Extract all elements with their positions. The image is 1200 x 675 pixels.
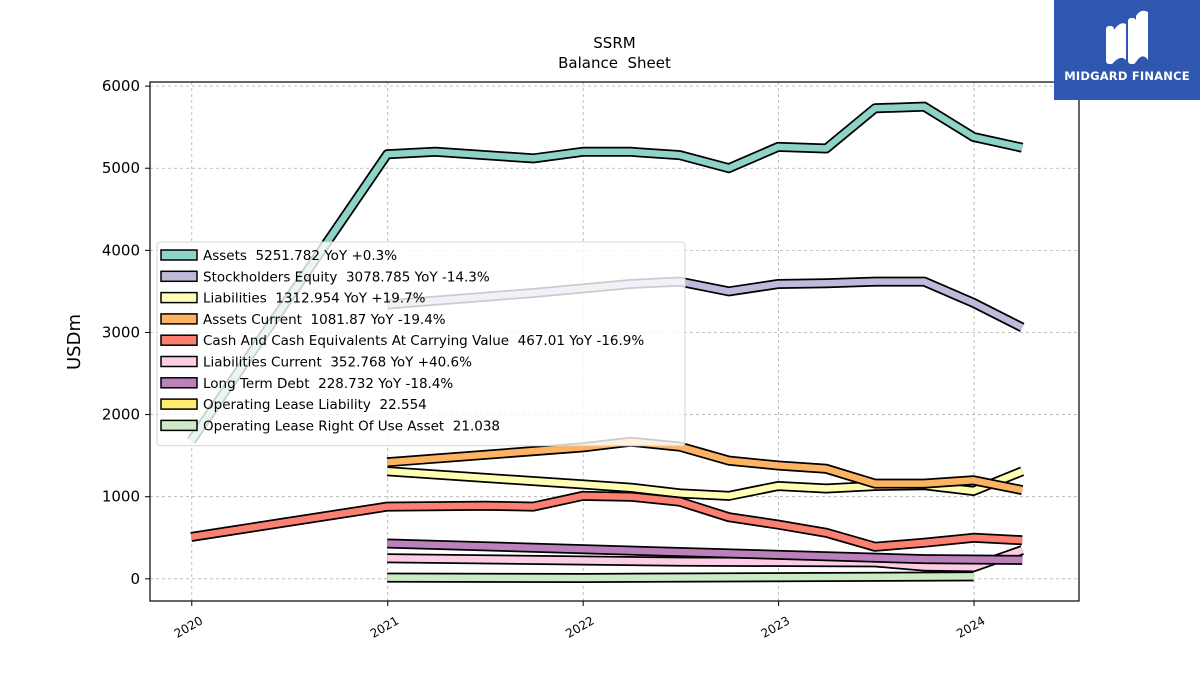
brand-name: MIDGARD FINANCE [1064,69,1190,83]
legend-swatch [160,419,198,432]
x-tick-label: 2020 [172,613,205,640]
y-tick-label: 6000 [102,77,140,95]
legend-label: Cash And Cash Equivalents At Carrying Va… [203,333,644,349]
legend-swatch [160,398,198,410]
legend-label: Long Term Debt 228.732 YoY -18.4% [203,376,453,392]
series-line-cash-and-cash-equivalents-at-carrying-value [190,492,1023,551]
y-tick-label: 2000 [102,406,140,424]
legend-label: Assets 5251.782 YoY +0.3% [203,248,397,264]
legend-label: Operating Lease Liability 22.554 [203,397,427,413]
y-tick-label: 3000 [102,323,140,341]
series-line-assets [188,103,1023,443]
plot-frame [149,81,1080,602]
legend-swatch [160,291,198,304]
series-lines [187,101,1025,583]
x-tick-label: 2021 [368,613,401,640]
chart-title: SSRM [593,34,635,52]
legend-swatch [160,249,198,261]
series-line-operating-lease-right-of-use-asset [387,573,974,582]
legend-swatch [160,377,198,389]
y-tick-label: 4000 [102,241,140,259]
legend: Assets 5251.782 YoY +0.3% Stockholders Eq… [156,241,686,447]
y-tick-label: 1000 [102,488,140,506]
series-line-long-term-debt [387,540,1023,564]
y-axis-label: USDm [64,314,85,370]
legend-label: Liabilities Current 352.768 YoY +40.6% [203,355,472,371]
legend-swatch [160,270,198,283]
legend-swatch [160,313,198,325]
legend-box [156,241,686,447]
series-outline-cash-and-cash-equivalents-at-carrying-value [190,490,1023,552]
x-tick-label: 2022 [563,613,596,640]
x-tick-label: 2023 [759,613,792,640]
midgard-logo-icon [1106,10,1148,64]
y-tick-label: 0 [130,570,140,588]
legend-label: Liabilities 1312.954 YoY +19.7% [203,291,426,307]
y-tick-label: 5000 [102,159,140,177]
legend-swatch [160,355,198,368]
chart-subtitle: Balance Sheet [558,54,671,72]
legend-label: Stockholders Equity 3078.785 YoY -14.3% [203,269,490,285]
legend-label: Operating Lease Right Of Use Asset 21.03… [203,418,500,434]
x-tick-label: 2024 [954,613,987,640]
legend-swatch [160,334,198,346]
brand-logo: MIDGARD FINANCE [1054,0,1200,100]
legend-label: Assets Current 1081.87 YoY -19.4% [203,312,446,328]
